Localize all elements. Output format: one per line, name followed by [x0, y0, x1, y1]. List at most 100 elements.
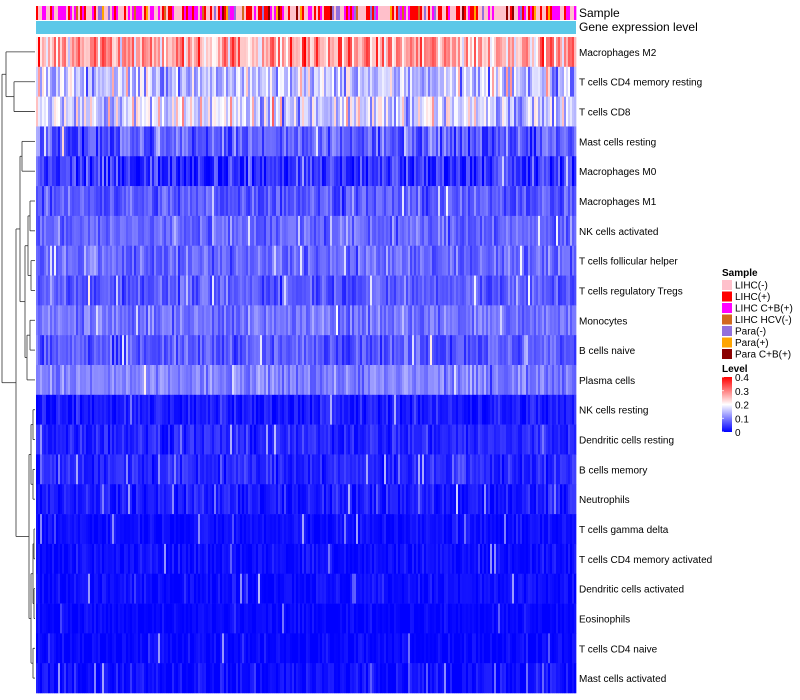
heatmap-cell — [330, 215, 333, 247]
heatmap-cell — [496, 96, 499, 127]
heatmap-cell — [352, 37, 355, 68]
heatmap-cell — [332, 454, 335, 485]
heatmap-cell — [302, 514, 305, 545]
heatmap-cell — [538, 365, 541, 396]
heatmap-cell — [270, 424, 273, 455]
heatmap-cell — [344, 514, 347, 545]
heatmap-cell — [172, 66, 175, 97]
heatmap-cell — [418, 126, 421, 157]
heatmap-cell — [494, 66, 497, 97]
heatmap-cell — [184, 275, 187, 306]
heatmap-cell — [212, 573, 215, 604]
heatmap-cell — [356, 424, 359, 455]
heatmap-cell — [494, 186, 497, 217]
heatmap-cell — [216, 365, 219, 396]
heatmap-cell — [414, 126, 417, 157]
heatmap-cell — [158, 126, 161, 157]
heatmap-cell — [94, 305, 97, 336]
heatmap-cell — [416, 275, 419, 306]
heatmap-cell — [108, 484, 111, 515]
heatmap-cell — [224, 365, 227, 396]
heatmap-cell — [348, 186, 351, 217]
heatmap-cell — [462, 335, 465, 366]
heatmap-cell — [136, 365, 139, 396]
heatmap-cell — [48, 275, 51, 306]
heatmap-cell — [418, 424, 421, 455]
heatmap-cell — [484, 335, 487, 366]
heatmap-cell — [156, 96, 159, 127]
heatmap-cell — [116, 305, 119, 336]
heatmap-cell — [372, 186, 375, 217]
heatmap-cell — [312, 275, 315, 306]
heatmap-cell — [344, 186, 347, 217]
heatmap-cell — [444, 66, 447, 97]
heatmap-cell — [74, 365, 77, 396]
heatmap-cell — [538, 424, 541, 455]
heatmap-cell — [298, 454, 301, 485]
heatmap-cell — [348, 215, 351, 247]
heatmap-cell — [530, 335, 533, 366]
heatmap-cell — [336, 215, 339, 247]
heatmap-cell — [188, 275, 191, 306]
heatmap-cell — [260, 156, 263, 187]
heatmap-cell — [364, 365, 367, 396]
heatmap-cell — [374, 514, 377, 545]
heatmap-cell — [488, 66, 491, 97]
heatmap-cell — [44, 543, 47, 575]
heatmap-cell — [226, 126, 229, 157]
heatmap-cell — [318, 365, 321, 396]
heatmap-cell — [98, 126, 101, 157]
heatmap-cell — [368, 305, 371, 336]
heatmap-cell — [192, 543, 195, 575]
heatmap-cell — [282, 514, 285, 545]
heatmap-cell — [230, 484, 233, 515]
heatmap-cell — [562, 96, 565, 127]
heatmap-cell — [454, 215, 457, 247]
heatmap-cell — [518, 484, 521, 515]
heatmap-cell — [138, 245, 141, 276]
heatmap-cell — [112, 335, 115, 366]
heatmap-cell — [540, 514, 543, 545]
heatmap-cell — [402, 66, 405, 97]
heatmap-cell — [234, 37, 237, 68]
heatmap-cell — [186, 484, 189, 515]
heatmap-cell — [146, 275, 149, 306]
heatmap-cell — [130, 96, 133, 127]
heatmap-cell — [314, 186, 317, 217]
heatmap-cell — [186, 365, 189, 396]
heatmap-cell — [548, 335, 551, 366]
heatmap-cell — [570, 424, 573, 455]
heatmap-cell — [74, 305, 77, 336]
heatmap-cell — [56, 96, 59, 127]
heatmap-cell — [370, 215, 373, 247]
heatmap-cell — [98, 156, 101, 187]
heatmap-cell — [96, 66, 99, 97]
heatmap-cell — [440, 96, 443, 127]
heatmap-cell — [428, 543, 431, 575]
heatmap-cell — [454, 484, 457, 515]
heatmap-cell — [562, 514, 565, 545]
heatmap-cell — [548, 126, 551, 157]
heatmap-cell — [370, 394, 373, 425]
heatmap-cell — [470, 96, 473, 127]
heatmap-cell — [268, 454, 271, 485]
heatmap-cell — [448, 394, 451, 425]
heatmap-cell — [302, 305, 305, 336]
heatmap-cell — [280, 66, 283, 97]
heatmap-cell — [426, 454, 429, 485]
heatmap-cell — [336, 365, 339, 396]
heatmap-cell — [524, 543, 527, 575]
heatmap-cell — [218, 186, 221, 217]
heatmap-cell — [446, 424, 449, 455]
heatmap-cell — [258, 424, 261, 455]
heatmap-cell — [84, 215, 87, 247]
heatmap-cell — [216, 37, 219, 68]
heatmap-cell — [194, 156, 197, 187]
heatmap-cell — [54, 543, 57, 575]
heatmap-cell — [172, 96, 175, 127]
heatmap-cell — [448, 66, 451, 97]
heatmap-cell — [460, 514, 463, 545]
heatmap-cell — [88, 573, 91, 604]
heatmap-cell — [196, 365, 199, 396]
heatmap-cell — [328, 156, 331, 187]
